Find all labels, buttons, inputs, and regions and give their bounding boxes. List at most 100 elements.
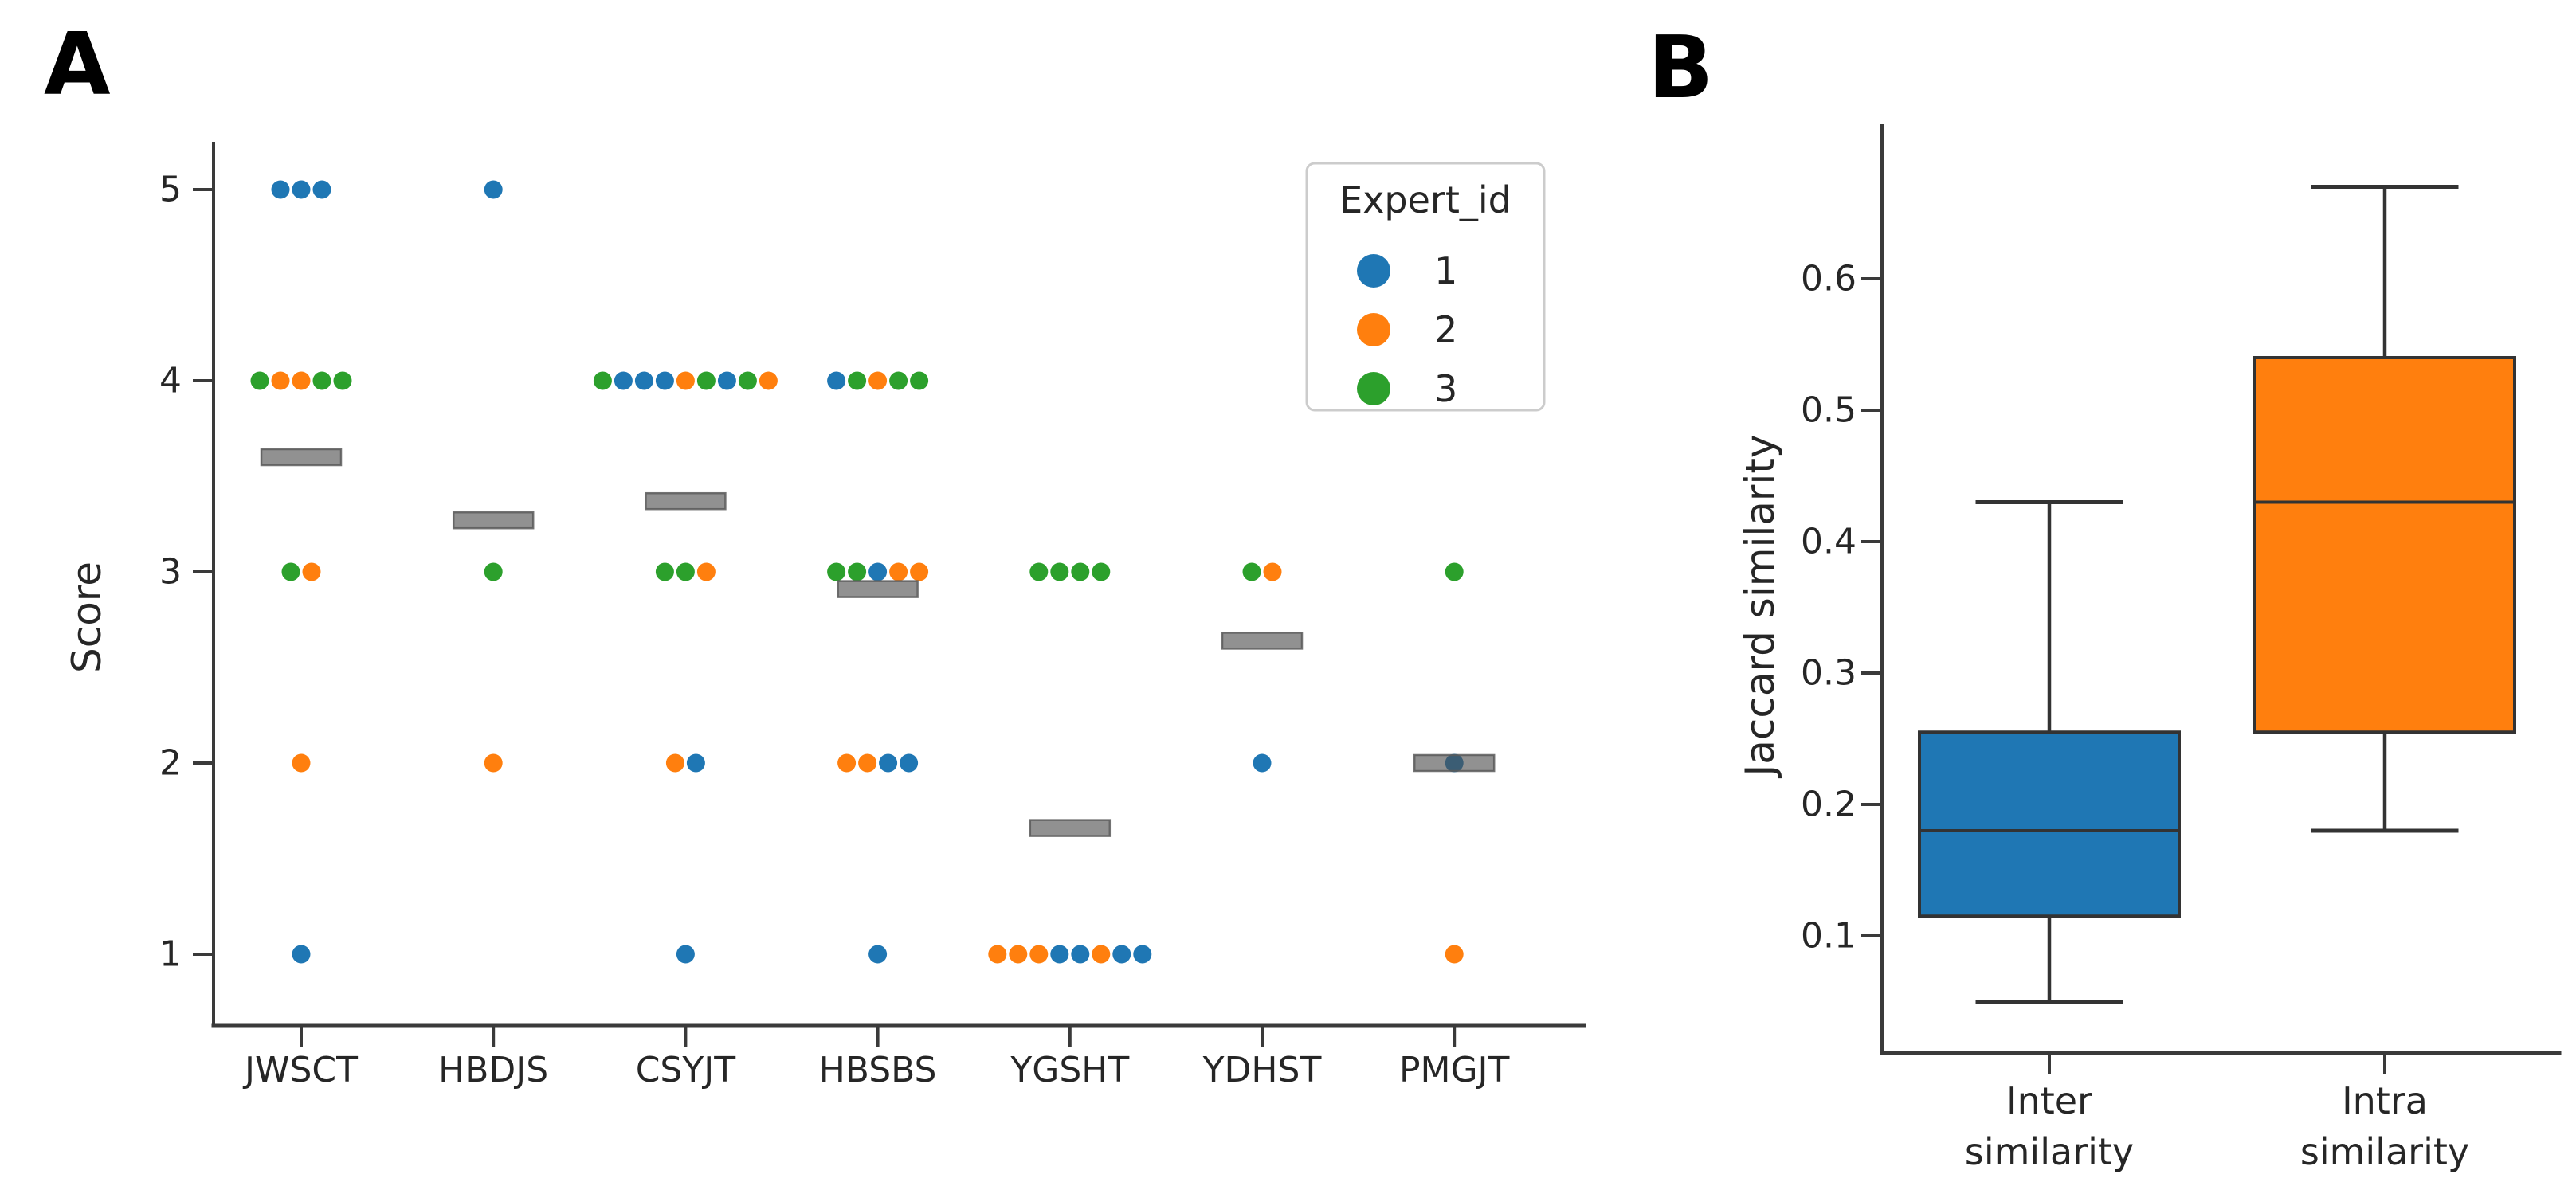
a-x-tick-label: YGSHT <box>1010 1050 1129 1090</box>
score-dot <box>655 371 674 390</box>
score-dot <box>1133 945 1152 964</box>
score-dot <box>1445 562 1464 581</box>
b-y-axis-label: Jaccard similarity <box>1737 434 1783 778</box>
score-dot <box>614 371 633 390</box>
a-x-tick-label: PMGJT <box>1399 1050 1510 1090</box>
mean-bar <box>260 448 343 467</box>
score-dot <box>292 180 311 199</box>
score-dot <box>879 753 898 773</box>
score-dot <box>281 562 300 581</box>
score-dot <box>665 753 684 773</box>
a-y-tick-label: 5 <box>159 170 182 210</box>
score-dot <box>333 371 352 390</box>
b-y-tick-label: 0.3 <box>1801 653 1857 694</box>
panel-b-letter: B <box>1648 18 1714 118</box>
score-dot <box>484 180 503 199</box>
mean-bar <box>1221 632 1304 650</box>
score-dot <box>292 371 311 390</box>
score-dot <box>593 371 612 390</box>
score-dot <box>868 371 888 390</box>
score-dot <box>900 753 919 773</box>
score-dot <box>1445 945 1464 964</box>
b-x-tick-label-line2: similarity <box>1965 1130 2134 1173</box>
score-dot <box>988 945 1007 964</box>
score-dot <box>676 945 695 964</box>
panel-a-letter: A <box>44 15 111 115</box>
legend-marker <box>1357 372 1390 405</box>
score-dot <box>484 753 503 773</box>
mean-bar <box>452 511 535 530</box>
score-dot <box>868 562 888 581</box>
mean-bar <box>1029 819 1112 837</box>
b-x-tick-label-line1: Intra <box>2342 1079 2428 1122</box>
legend-entry-label: 2 <box>1434 308 1457 351</box>
score-dot <box>686 753 705 773</box>
score-dot <box>271 371 290 390</box>
score-dot <box>271 180 290 199</box>
score-dot <box>250 371 269 390</box>
score-dot <box>827 562 846 581</box>
b-y-tick-label: 0.6 <box>1801 259 1857 299</box>
a-x-tick-label: HBSBS <box>819 1050 937 1090</box>
score-dot <box>910 371 929 390</box>
score-dot <box>868 945 888 964</box>
legend-entry-label: 1 <box>1434 249 1457 292</box>
score-dot <box>759 371 778 390</box>
score-dot <box>1050 562 1069 581</box>
legend-marker <box>1357 254 1390 288</box>
score-dot <box>889 562 908 581</box>
score-dot <box>717 371 736 390</box>
a-y-tick-label: 1 <box>159 934 182 975</box>
a-x-tick-label: HBDJS <box>438 1050 548 1090</box>
a-x-tick-label: JWSCT <box>242 1050 358 1090</box>
b-y-tick-label: 0.1 <box>1801 916 1857 957</box>
b-box <box>2253 356 2516 734</box>
score-dot <box>484 562 503 581</box>
a-x-tick-label: CSYJT <box>636 1050 736 1090</box>
mean-bar <box>837 580 919 598</box>
score-dot <box>910 562 929 581</box>
a-y-tick-label: 4 <box>159 361 182 401</box>
score-dot <box>696 371 716 390</box>
score-dot <box>676 371 695 390</box>
mean-bar <box>1413 753 1496 773</box>
score-dot <box>655 562 674 581</box>
score-dot <box>1092 945 1111 964</box>
score-dot <box>312 180 331 199</box>
a-y-tick-label: 3 <box>159 552 182 593</box>
score-dot <box>1112 945 1131 964</box>
b-box <box>1918 730 2181 918</box>
score-dot <box>738 371 757 390</box>
legend-title: Expert_id <box>1339 178 1511 221</box>
score-dot <box>1071 945 1090 964</box>
score-dot <box>1071 562 1090 581</box>
score-dot <box>1253 753 1272 773</box>
score-dot <box>1050 945 1069 964</box>
score-dot <box>312 371 331 390</box>
score-dot <box>848 562 867 581</box>
score-dot <box>827 371 846 390</box>
score-dot <box>1029 945 1049 964</box>
score-dot <box>634 371 653 390</box>
score-dot <box>889 371 908 390</box>
score-dot <box>858 753 877 773</box>
score-dot <box>302 562 321 581</box>
b-y-tick-label: 0.5 <box>1801 390 1857 431</box>
legend-entry-label: 3 <box>1434 367 1457 410</box>
a-y-axis-label: Score <box>64 562 110 673</box>
b-x-tick-label-line2: similarity <box>2300 1130 2469 1173</box>
legend-box <box>1305 162 1546 412</box>
a-x-tick-label: YDHST <box>1202 1050 1322 1090</box>
score-dot <box>1263 562 1282 581</box>
mean-bar <box>645 491 727 511</box>
b-x-tick-label-line1: Inter <box>2006 1079 2092 1122</box>
score-dot <box>292 753 311 773</box>
score-dot <box>676 562 695 581</box>
score-dot <box>1092 562 1111 581</box>
score-dot <box>696 562 716 581</box>
score-dot <box>292 945 311 964</box>
score-dot <box>1242 562 1261 581</box>
legend-marker <box>1357 313 1390 346</box>
